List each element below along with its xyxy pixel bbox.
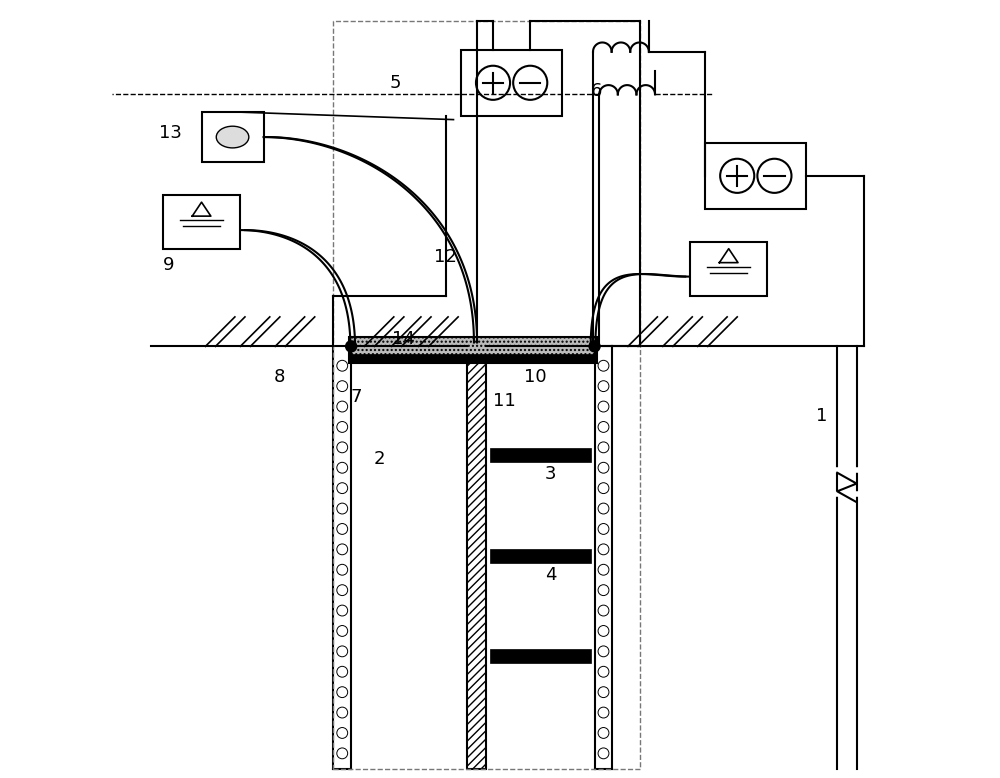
Bar <box>202 112 264 163</box>
Text: 10: 10 <box>524 368 546 387</box>
Circle shape <box>588 340 601 352</box>
Text: 11: 11 <box>493 391 515 410</box>
Text: 6: 6 <box>591 82 603 100</box>
Bar <box>467 346 486 769</box>
Text: 9: 9 <box>162 256 174 274</box>
Text: 13: 13 <box>159 124 182 142</box>
Bar <box>490 448 591 462</box>
Bar <box>490 650 591 664</box>
Text: 1: 1 <box>816 407 827 425</box>
Text: 2: 2 <box>374 450 386 468</box>
Text: 7: 7 <box>351 387 362 406</box>
Text: 3: 3 <box>545 465 556 483</box>
Ellipse shape <box>216 126 249 148</box>
Bar <box>349 337 597 363</box>
Text: 4: 4 <box>545 566 556 584</box>
Circle shape <box>345 340 357 352</box>
Bar <box>461 50 562 116</box>
Text: 14: 14 <box>392 330 415 348</box>
Bar <box>490 548 591 562</box>
Text: 5: 5 <box>390 74 401 92</box>
Bar <box>705 143 806 209</box>
Text: 12: 12 <box>434 248 457 266</box>
Bar <box>163 195 240 250</box>
Text: 8: 8 <box>273 368 285 387</box>
Bar <box>690 242 767 296</box>
Bar <box>349 354 597 363</box>
